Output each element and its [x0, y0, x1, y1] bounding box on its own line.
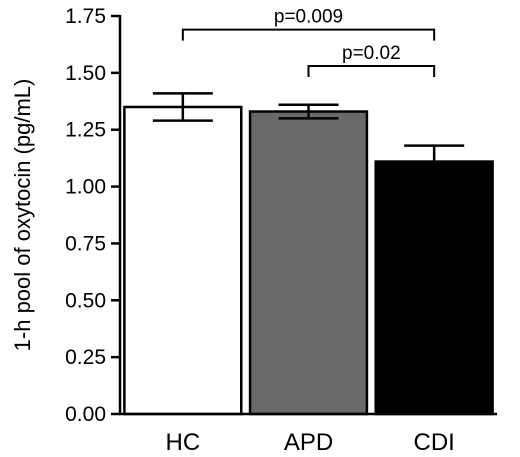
- y-tick-label: 1.50: [65, 62, 106, 85]
- bracket-line: [307, 65, 436, 78]
- y-tick-label: 1.75: [65, 5, 106, 28]
- bar-cdi: [374, 160, 494, 416]
- y-tick-label: 0.25: [65, 346, 106, 369]
- error-bar-apd: [278, 103, 339, 120]
- x-tick-label: APD: [284, 429, 333, 456]
- y-axis-title: 1-h pool of oxytocin (pg/mL): [10, 79, 35, 352]
- p-value-label: p=0.02: [342, 43, 401, 64]
- bar-hc: [123, 105, 243, 416]
- bars: [123, 105, 494, 416]
- bracket-line: [181, 28, 436, 41]
- y-tick-label: 0.75: [65, 232, 106, 255]
- error-bars: [152, 92, 465, 179]
- y-tick-label: 0.50: [65, 289, 106, 312]
- y-tick-label: 0.00: [65, 403, 106, 426]
- significance-bracket: p=0.009: [181, 7, 436, 41]
- y-tick-label: 1.25: [65, 119, 106, 142]
- bar-apd: [248, 110, 369, 416]
- error-bar-hc: [152, 92, 213, 122]
- significance-bracket: p=0.02: [307, 43, 436, 78]
- y-tick-label: 1.00: [65, 176, 106, 199]
- significance-brackets: p=0.009 p=0.02: [181, 7, 436, 78]
- x-tick-label: HC: [165, 429, 200, 456]
- p-value-label: p=0.009: [274, 7, 343, 28]
- y-axis-ticks: 0.00 0.25 0.50 0.75 1.00 1.25 1.50 1.75: [65, 5, 120, 426]
- x-tick-label: CDI: [413, 429, 454, 456]
- error-bar-cdi: [404, 144, 465, 179]
- x-axis-labels: HC APD CDI: [165, 429, 454, 456]
